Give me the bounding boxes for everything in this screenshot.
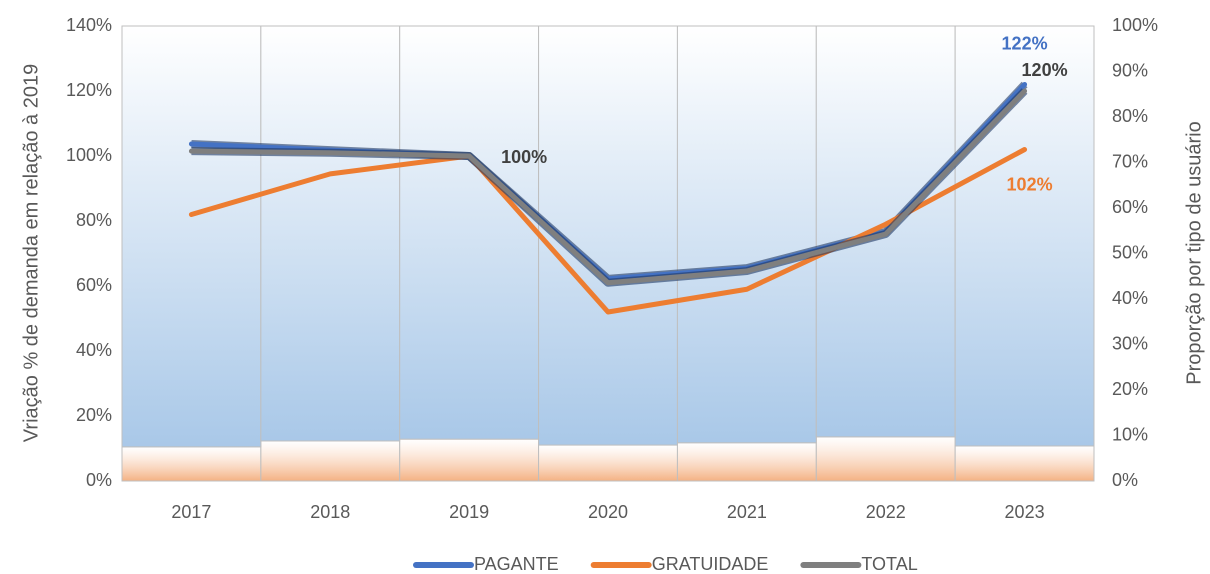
y2-tick-label: 70%: [1112, 151, 1148, 171]
legend-label: PAGANTE: [474, 554, 559, 574]
y2-tick-label: 0%: [1112, 470, 1138, 490]
y2-tick-label: 50%: [1112, 242, 1148, 262]
x-tick-label: 2021: [727, 502, 767, 522]
y2-tick-label: 10%: [1112, 424, 1148, 444]
y2-axis-title: Proporção por tipo de usuário: [1183, 121, 1205, 385]
bar: [260, 440, 401, 482]
y2-tick-label: 60%: [1112, 197, 1148, 217]
x-tick-label: 2020: [588, 502, 628, 522]
data-label: 120%: [1022, 60, 1068, 80]
x-tick-label: 2018: [310, 502, 350, 522]
y-tick-label: 100%: [66, 145, 112, 165]
line: [188, 147, 1028, 315]
y-tick-label: 40%: [76, 340, 112, 360]
y2-tick-label: 80%: [1112, 106, 1148, 126]
x-tick-label: 2017: [171, 502, 211, 522]
bar: [815, 436, 956, 482]
bar: [676, 442, 817, 482]
x-tick-label: 2023: [1005, 502, 1045, 522]
bar: [121, 446, 262, 482]
y-tick-label: 20%: [76, 405, 112, 425]
bar: [399, 438, 540, 482]
y2-tick-label: 20%: [1112, 379, 1148, 399]
y2-tick-label: 100%: [1112, 15, 1158, 35]
y-tick-label: 140%: [66, 15, 112, 35]
bar: [538, 444, 678, 482]
bar: [676, 25, 817, 444]
data-label: 122%: [1002, 33, 1048, 53]
x-tick-label: 2019: [449, 502, 489, 522]
line: [188, 88, 1028, 286]
data-label: 100%: [501, 147, 547, 167]
legend-label: GRATUIDADE: [652, 554, 769, 574]
y-tick-label: 80%: [76, 210, 112, 230]
y-tick-label: 60%: [76, 275, 112, 295]
y2-tick-label: 30%: [1112, 333, 1148, 353]
bar: [954, 445, 1095, 482]
x-tick-label: 2022: [866, 502, 906, 522]
legend-label: TOTAL: [861, 554, 917, 574]
data-label: 102%: [1007, 174, 1053, 194]
bar: [399, 25, 540, 440]
y-tick-label: 120%: [66, 80, 112, 100]
y-axis-title: Vriação % de demanda em relação à 2019: [20, 64, 42, 442]
y2-tick-label: 90%: [1112, 60, 1148, 80]
bar: [260, 25, 401, 442]
y2-tick-label: 40%: [1112, 288, 1148, 308]
y-tick-label: 0%: [86, 470, 112, 490]
bar: [121, 25, 262, 448]
